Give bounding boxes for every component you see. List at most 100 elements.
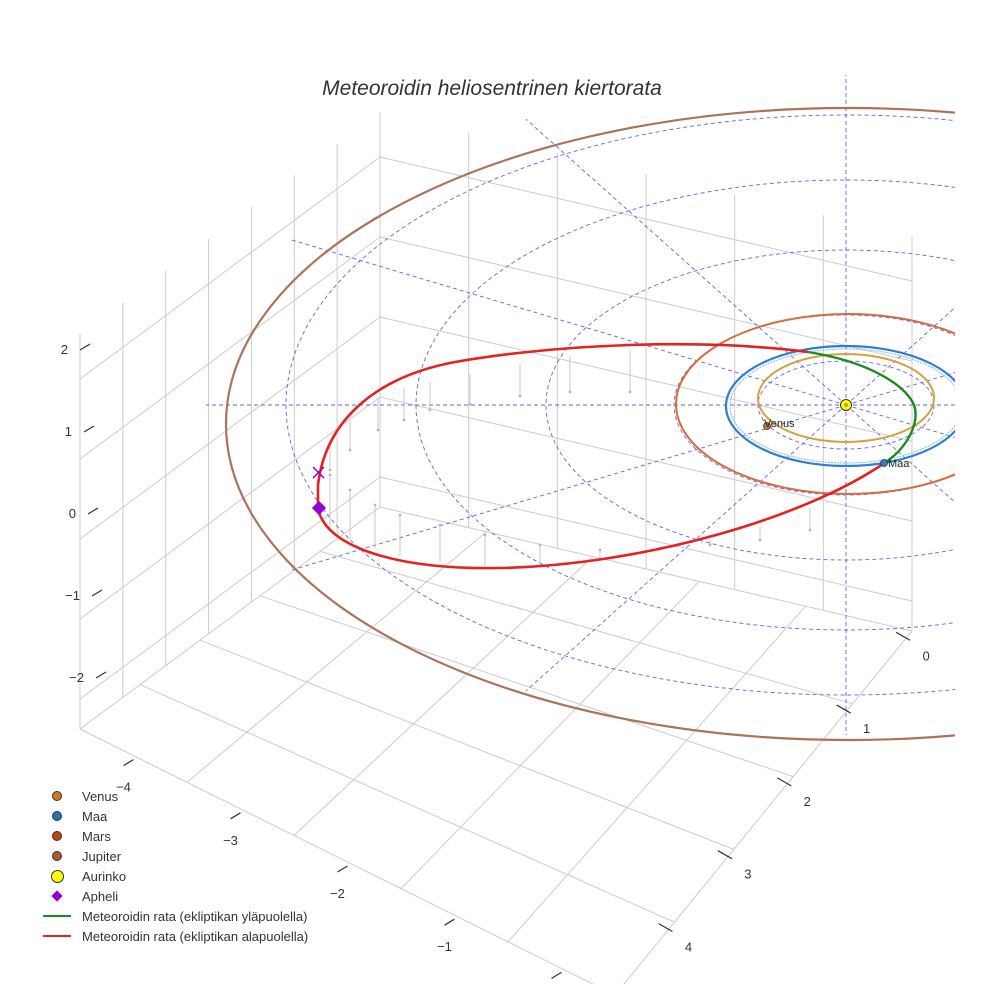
legend-item-venus: Venus bbox=[38, 786, 308, 806]
y-tick bbox=[776, 777, 792, 787]
drop-line-foot bbox=[568, 390, 572, 394]
drop-line-foot bbox=[518, 394, 522, 398]
legend-label-orbit-below: Meteoroidin rata (ekliptikan alapuolella… bbox=[82, 928, 309, 944]
legend-item-aurinko: Aurinko bbox=[38, 866, 308, 886]
x-tick-label: −4 bbox=[116, 780, 131, 795]
x-tick bbox=[444, 918, 455, 926]
y-tick-label: 3 bbox=[744, 867, 751, 882]
ecliptic-polar-grid bbox=[206, 75, 955, 735]
drop-line-foot bbox=[468, 402, 472, 406]
drop-line-foot bbox=[598, 548, 602, 552]
legend-symbol-aurinko bbox=[50, 869, 64, 883]
drop-line-foot bbox=[328, 468, 332, 472]
drop-line-foot bbox=[373, 503, 377, 507]
z-tick bbox=[79, 343, 91, 351]
orbit-mars bbox=[675, 313, 955, 495]
z-tick bbox=[87, 507, 99, 515]
back-wall-level-line bbox=[379, 156, 913, 282]
z-tick bbox=[95, 671, 107, 679]
orbit-venus bbox=[757, 353, 935, 443]
z-tick bbox=[83, 425, 95, 433]
venus-marker bbox=[763, 422, 771, 430]
z-tick-label: 2 bbox=[61, 342, 68, 357]
side-wall-level-line bbox=[79, 236, 381, 460]
floor-gridline bbox=[400, 581, 700, 889]
z-tick bbox=[91, 589, 103, 597]
legend-label-jupiter: Jupiter bbox=[82, 848, 122, 864]
y-tick bbox=[717, 850, 733, 860]
ecliptic-spoke bbox=[845, 404, 955, 503]
drop-line-foot bbox=[438, 523, 442, 527]
x-tick-label: −3 bbox=[223, 833, 238, 848]
ecliptic-spoke bbox=[525, 404, 847, 692]
legend-symbol-orbit-above bbox=[43, 915, 71, 917]
x-tick bbox=[337, 865, 348, 873]
back-wall-level-line bbox=[379, 476, 913, 602]
drop-line-foot bbox=[402, 418, 406, 422]
ecliptic-spoke bbox=[525, 118, 847, 406]
back-wall-level-line bbox=[379, 236, 913, 362]
floor-gridline bbox=[139, 684, 675, 923]
y-tick-label: 1 bbox=[863, 721, 870, 736]
legend-symbol-apheli bbox=[51, 890, 63, 902]
x-tick bbox=[230, 812, 241, 820]
x-tick-label: −1 bbox=[437, 939, 452, 954]
legend-symbol-venus bbox=[52, 791, 62, 801]
ecliptic-spoke bbox=[845, 307, 955, 406]
drop-line-foot bbox=[398, 513, 402, 517]
drop-line-foot bbox=[538, 543, 542, 547]
floor-gridline bbox=[319, 550, 853, 705]
legend-symbol-mars bbox=[52, 831, 62, 841]
side-wall-level-line bbox=[79, 396, 381, 620]
x-tick-label: −2 bbox=[330, 886, 345, 901]
drop-line-foot bbox=[328, 473, 332, 477]
venus-label: Venus bbox=[764, 418, 795, 430]
floor-gridline bbox=[259, 595, 794, 778]
z-tick-label: 1 bbox=[65, 424, 72, 439]
legend-item-mars: Mars bbox=[38, 826, 308, 846]
y-tick bbox=[658, 922, 673, 933]
x-tick bbox=[123, 759, 134, 767]
orbit-jupiter bbox=[225, 106, 955, 742]
back-wall-level-line bbox=[379, 396, 913, 522]
y-tick-label: 2 bbox=[804, 794, 811, 809]
axis-grid bbox=[79, 112, 913, 984]
floor-gridline bbox=[623, 630, 913, 984]
legend-label-orbit-above: Meteoroidin rata (ekliptikan yläpuolella… bbox=[82, 908, 308, 924]
earth-label: Maa bbox=[888, 458, 910, 470]
drop-line-foot bbox=[758, 538, 762, 542]
legend-label-maa: Maa bbox=[82, 808, 108, 824]
legend-symbol-orbit-below bbox=[43, 935, 71, 937]
drop-line-foot bbox=[376, 428, 380, 432]
legend: Venus Maa Mars Jupiter Aurinko Apheli Me… bbox=[38, 786, 308, 946]
apheli-marker bbox=[311, 500, 327, 516]
z-tick-label: −1 bbox=[65, 588, 80, 603]
floor-gridline bbox=[379, 506, 913, 632]
meteoroid-orbit-above bbox=[807, 350, 917, 466]
z-tick-label: −2 bbox=[69, 670, 84, 685]
drop-line-foot bbox=[348, 448, 352, 452]
floor-gridline bbox=[186, 531, 487, 783]
ecliptic-spoke bbox=[291, 239, 847, 406]
floor-gridline bbox=[79, 506, 381, 730]
floor-gridline bbox=[199, 639, 734, 850]
floor-gridline bbox=[293, 556, 594, 836]
z-tick-label: 0 bbox=[69, 506, 76, 521]
drop-lines bbox=[328, 350, 812, 566]
legend-label-venus: Venus bbox=[82, 788, 119, 804]
side-wall-level-line bbox=[79, 156, 381, 380]
drop-line-foot bbox=[428, 408, 432, 412]
scene: Venus Maa bbox=[206, 75, 955, 742]
legend-item-jupiter: Jupiter bbox=[38, 846, 308, 866]
legend-label-aurinko: Aurinko bbox=[82, 868, 127, 884]
legend-item-orbit-above: Meteoroidin rata (ekliptikan yläpuolella… bbox=[38, 906, 308, 926]
drop-line-foot bbox=[808, 528, 812, 532]
chart-title: Meteoroidin heliosentrinen kiertorata bbox=[322, 77, 662, 100]
x-tick bbox=[551, 971, 562, 979]
y-tick bbox=[836, 704, 851, 714]
legend-label-mars: Mars bbox=[82, 828, 111, 844]
axis-ticks bbox=[79, 343, 911, 979]
legend-symbol-maa bbox=[52, 811, 62, 821]
side-wall-level-line bbox=[79, 316, 381, 540]
